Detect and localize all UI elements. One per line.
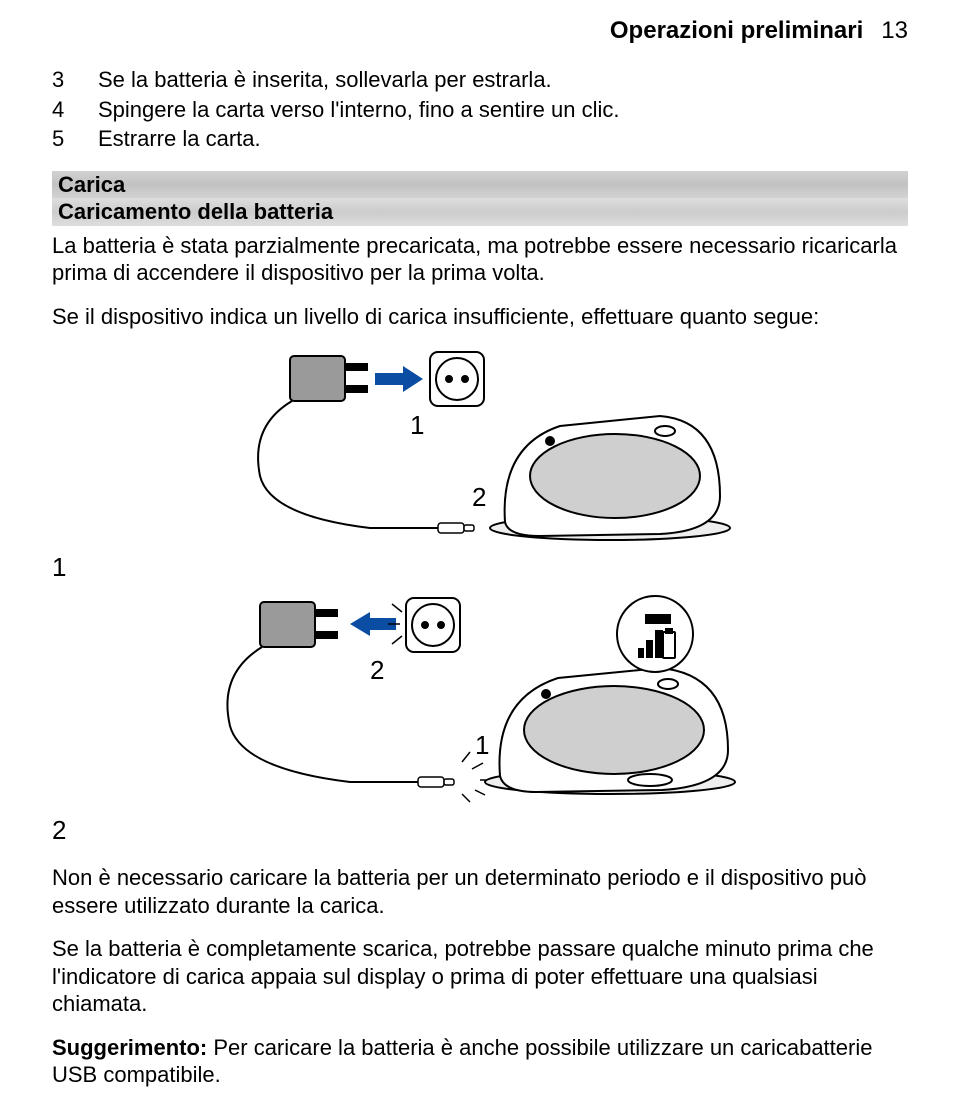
step-text: Estrarre la carta.	[98, 125, 261, 153]
paragraph-4: Se la batteria è completamente scarica, …	[52, 935, 908, 1018]
step-item: 3 Se la batteria è inserita, sollevarla …	[52, 66, 908, 94]
step-number: 5	[52, 125, 70, 153]
paragraph-3: Non è necessario caricare la batteria pe…	[52, 864, 908, 919]
charging-diagram: 1 2 1	[52, 346, 908, 846]
intro-paragraph-2: Se il dispositivo indica un livello di c…	[52, 303, 908, 331]
numbered-steps: 3 Se la batteria è inserita, sollevarla …	[52, 66, 908, 153]
step-number: 4	[52, 96, 70, 124]
header-title: Operazioni preliminari	[610, 16, 863, 46]
section-heading: Carica	[52, 171, 908, 199]
tip-paragraph: Suggerimento: Per caricare la batteria è…	[52, 1034, 908, 1089]
svg-text:1: 1	[475, 730, 489, 760]
diagram-top: 1 2	[220, 346, 740, 541]
diagram-step-1: 1	[52, 551, 82, 584]
diagram-bottom: 2 1	[200, 594, 760, 804]
svg-text:2: 2	[472, 482, 486, 512]
section-subheading: Caricamento della batteria	[52, 198, 908, 226]
intro-paragraph-1: La batteria è stata parzialmente precari…	[52, 232, 908, 287]
step-text: Se la batteria è inserita, sollevarla pe…	[98, 66, 552, 94]
step-item: 4 Spingere la carta verso l'interno, fin…	[52, 96, 908, 124]
step-item: 5 Estrarre la carta.	[52, 125, 908, 153]
tip-label: Suggerimento:	[52, 1035, 207, 1060]
svg-text:1: 1	[410, 410, 424, 440]
header-page-number: 13	[881, 16, 908, 46]
step-text: Spingere la carta verso l'interno, fino …	[98, 96, 619, 124]
diagram-step-2: 2	[52, 814, 82, 847]
step-number: 3	[52, 66, 70, 94]
svg-text:2: 2	[370, 655, 384, 685]
page-header: Operazioni preliminari 13	[52, 16, 908, 46]
